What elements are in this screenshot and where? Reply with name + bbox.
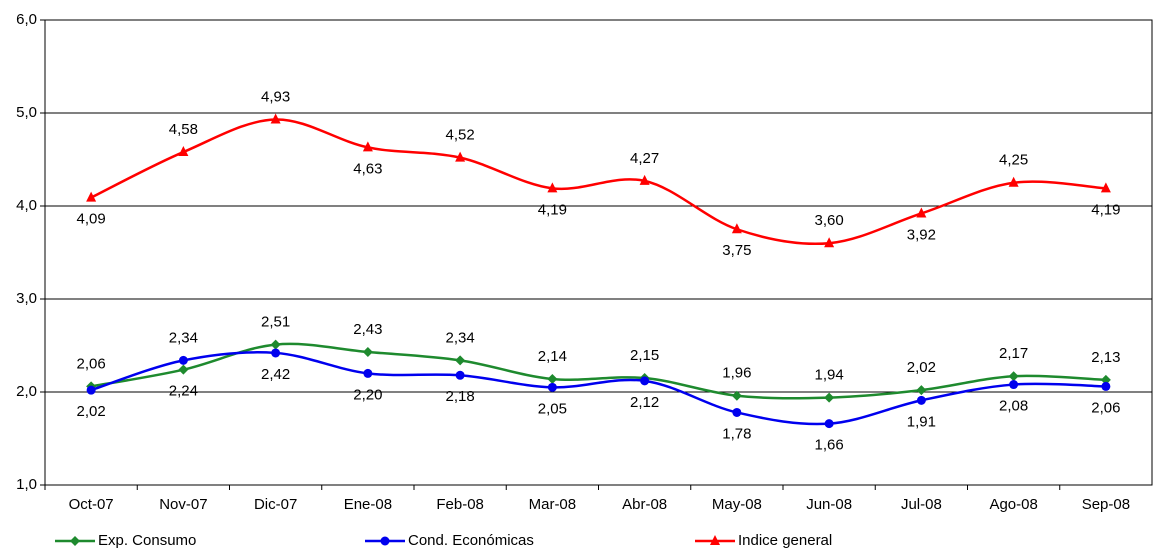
marker xyxy=(547,382,557,392)
data-label: 2,20 xyxy=(353,386,382,403)
data-label: 4,09 xyxy=(77,211,106,228)
marker xyxy=(824,237,835,248)
data-label: 4,27 xyxy=(630,150,659,167)
data-label: 3,92 xyxy=(907,226,936,243)
marker xyxy=(547,373,558,384)
data-label: 2,42 xyxy=(261,366,290,383)
marker xyxy=(1008,176,1019,187)
data-label: 2,18 xyxy=(446,388,475,405)
data-label: 4,93 xyxy=(261,88,290,105)
marker xyxy=(362,141,373,152)
marker xyxy=(1009,380,1019,390)
x-tick-label: May-08 xyxy=(712,496,762,513)
marker xyxy=(363,368,373,378)
legend-label: Exp. Consumo xyxy=(98,532,196,549)
data-label: 2,02 xyxy=(77,403,106,420)
x-tick-label: Sep-08 xyxy=(1082,496,1130,513)
marker xyxy=(1101,381,1111,391)
legend-label: Cond. Económicas xyxy=(408,532,534,549)
marker xyxy=(86,191,97,202)
marker xyxy=(455,370,465,380)
x-tick-label: Mar-08 xyxy=(529,496,577,513)
data-label: 2,05 xyxy=(538,400,567,417)
marker xyxy=(916,385,927,396)
data-label: 2,02 xyxy=(907,359,936,376)
data-label: 2,17 xyxy=(999,345,1028,362)
data-label: 3,75 xyxy=(722,242,751,259)
data-label: 4,63 xyxy=(353,160,382,177)
x-tick-label: Ago-08 xyxy=(989,496,1037,513)
marker xyxy=(178,355,188,365)
marker xyxy=(270,339,281,350)
marker xyxy=(731,390,742,401)
x-tick-label: Dic-07 xyxy=(254,496,297,513)
marker xyxy=(86,385,96,395)
marker xyxy=(547,182,558,193)
marker xyxy=(1100,374,1111,385)
marker xyxy=(916,207,927,218)
marker xyxy=(824,392,835,403)
marker xyxy=(271,348,281,358)
data-label: 1,94 xyxy=(815,367,844,384)
data-label: 1,78 xyxy=(722,425,751,442)
data-label: 2,06 xyxy=(1091,399,1120,416)
x-tick-label: Abr-08 xyxy=(622,496,667,513)
data-label: 1,91 xyxy=(907,413,936,430)
marker xyxy=(639,174,650,185)
x-tick-label: Nov-07 xyxy=(159,496,207,513)
marker xyxy=(824,419,834,429)
data-label: 2,08 xyxy=(999,398,1028,415)
y-tick-label: 1,0 xyxy=(16,476,37,493)
data-label: 4,19 xyxy=(1091,201,1120,218)
marker xyxy=(640,376,650,386)
marker xyxy=(732,407,742,417)
y-tick-label: 5,0 xyxy=(16,104,37,121)
marker xyxy=(1008,371,1019,382)
marker xyxy=(178,146,189,157)
marker xyxy=(270,113,281,124)
marker xyxy=(710,535,720,545)
data-label: 4,52 xyxy=(446,127,475,144)
data-label: 1,66 xyxy=(815,437,844,454)
data-label: 3,60 xyxy=(815,212,844,229)
marker xyxy=(380,536,390,546)
plot-border xyxy=(44,19,1153,486)
marker xyxy=(70,536,80,546)
data-label: 2,34 xyxy=(446,329,475,346)
x-tick-label: Oct-07 xyxy=(69,496,114,513)
data-label: 1,96 xyxy=(722,365,751,382)
data-label: 2,14 xyxy=(538,348,567,365)
y-tick-label: 6,0 xyxy=(16,11,37,28)
legend-label: Indice general xyxy=(738,532,832,549)
data-label: 4,58 xyxy=(169,121,198,138)
marker xyxy=(362,347,373,358)
marker xyxy=(1100,182,1111,193)
marker xyxy=(178,364,189,375)
data-label: 4,25 xyxy=(999,152,1028,169)
x-tick-label: Feb-08 xyxy=(436,496,484,513)
data-label: 2,13 xyxy=(1091,349,1120,366)
data-label: 2,51 xyxy=(261,314,290,331)
marker xyxy=(916,395,926,405)
data-label: 2,06 xyxy=(77,355,106,372)
data-label: 2,43 xyxy=(353,321,382,338)
data-label: 2,34 xyxy=(169,329,198,346)
x-tick-label: Jun-08 xyxy=(806,496,852,513)
y-tick-label: 2,0 xyxy=(16,383,37,400)
y-tick-label: 3,0 xyxy=(16,290,37,307)
x-tick-label: Ene-08 xyxy=(344,496,392,513)
y-tick-label: 4,0 xyxy=(16,197,37,214)
marker xyxy=(455,151,466,162)
data-label: 2,12 xyxy=(630,394,659,411)
data-label: 2,15 xyxy=(630,347,659,364)
data-label: 2,24 xyxy=(169,383,198,400)
marker xyxy=(731,223,742,234)
marker xyxy=(455,355,466,366)
x-tick-label: Jul-08 xyxy=(901,496,942,513)
series-line xyxy=(90,118,1106,246)
series-line xyxy=(90,342,1106,400)
series-line xyxy=(90,351,1106,426)
data-label: 4,19 xyxy=(538,201,567,218)
